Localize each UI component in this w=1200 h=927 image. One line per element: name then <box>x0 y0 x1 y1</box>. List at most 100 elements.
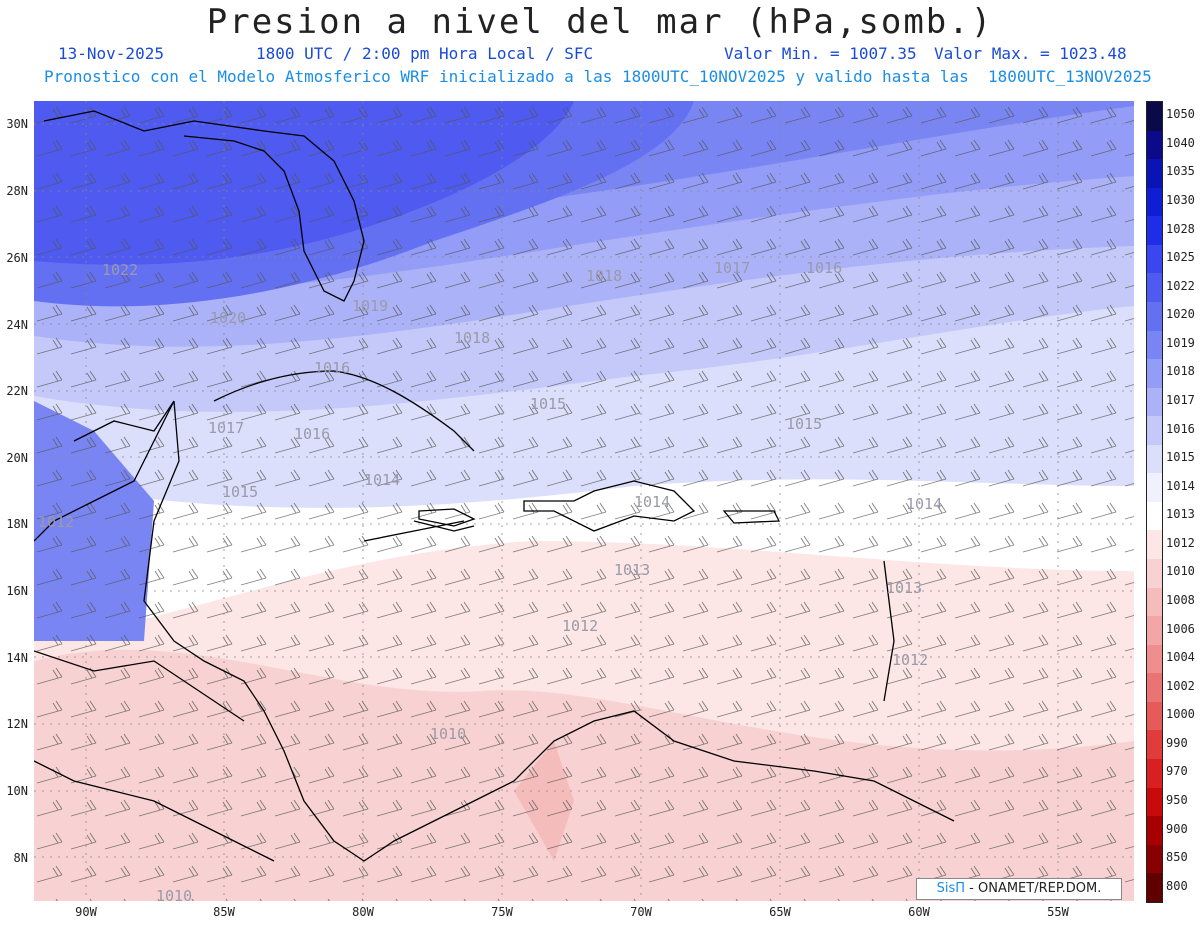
colorbar-segment <box>1147 359 1162 388</box>
contour-label: 1019 <box>352 297 388 315</box>
colorbar-label: 1035 <box>1166 164 1195 179</box>
contour-label: 1020 <box>210 309 246 327</box>
coastlines <box>34 110 955 862</box>
lon-label: 75W <box>491 905 513 919</box>
colorbar-label: 1016 <box>1166 421 1195 436</box>
contour-label: 1012 <box>38 513 74 531</box>
forecast-time: 1800 UTC / 2:00 pm Hora Local / SFC <box>256 44 594 63</box>
contour-label: 1014 <box>634 493 670 511</box>
colorbar-segment <box>1147 873 1162 902</box>
lat-label: 14N <box>6 651 28 665</box>
colorbar-label: 950 <box>1166 793 1188 807</box>
contour-label: 1016 <box>294 425 330 443</box>
colorbar-segment <box>1147 159 1162 188</box>
colorbar-segment <box>1147 587 1162 617</box>
colorbar-segment <box>1147 301 1162 331</box>
lon-label: 55W <box>1047 905 1069 919</box>
contour-label: 1010 <box>156 887 192 901</box>
map-canvas: 1022 1020 1019 1018 1018 1017 1017 1016 … <box>34 101 1134 901</box>
colorbar-segment <box>1147 330 1162 360</box>
colorbar-segment <box>1147 244 1162 274</box>
lat-label: 18N <box>6 517 28 531</box>
contour-label: 1022 <box>102 261 138 279</box>
colorbar-label: 1018 <box>1166 364 1195 379</box>
lon-label: 70W <box>630 905 652 919</box>
lon-label: 80W <box>352 905 374 919</box>
contour-label: 1016 <box>806 259 842 277</box>
colorbar-segment <box>1147 559 1162 588</box>
colorbar-segment <box>1147 816 1162 845</box>
colorbar-segment <box>1147 501 1162 531</box>
colorbar-label: 1022 <box>1166 278 1195 293</box>
contour-label: 1014 <box>906 495 942 513</box>
forecast-date: 13-Nov-2025 <box>58 44 164 63</box>
contour-label: 1015 <box>222 483 258 501</box>
colorbar-segment <box>1147 701 1162 731</box>
contour-label: 1015 <box>786 415 822 433</box>
credit-brand: SisΠ <box>936 881 966 896</box>
map-title: Presion a nivel del mar (hPa,somb.) <box>206 2 994 42</box>
contour-label: 1013 <box>614 561 650 579</box>
lon-label: 85W <box>213 905 235 919</box>
colorbar-segment <box>1147 387 1162 417</box>
lat-label: 28N <box>6 184 28 198</box>
colorbar-label: 1010 <box>1166 564 1195 579</box>
colorbar-segment <box>1147 473 1162 502</box>
contour-label: 1012 <box>562 617 598 635</box>
lat-lon-grid <box>34 101 1134 901</box>
colorbar-label: 1020 <box>1166 307 1195 322</box>
colorbar-label: 1050 <box>1166 107 1195 122</box>
lat-label: 30N <box>6 117 28 131</box>
colorbar-segment <box>1147 844 1162 874</box>
colorbar-segment <box>1147 530 1162 559</box>
contour-label: 1015 <box>530 395 566 413</box>
lat-label: 20N <box>6 451 28 465</box>
pressure-map: 1022 1020 1019 1018 1018 1017 1017 1016 … <box>34 101 1134 901</box>
colorbar-segment <box>1147 644 1162 674</box>
contour-label: 1016 <box>314 359 350 377</box>
colorbar-segment <box>1147 673 1162 702</box>
colorbar-label: 1006 <box>1166 621 1195 636</box>
colorbar-label: 1017 <box>1166 393 1195 407</box>
contour-label: 1012 <box>892 651 928 669</box>
pressure-colorbar <box>1146 101 1163 903</box>
colorbar-segment <box>1147 102 1162 131</box>
min-value: Valor Min. = 1007.35 <box>724 44 917 63</box>
contour-label: 1017 <box>714 259 750 277</box>
wind-barbs <box>34 101 1134 901</box>
colorbar-label: 1002 <box>1166 678 1195 693</box>
contour-label: 1014 <box>364 471 400 489</box>
colorbar-segment <box>1147 444 1162 474</box>
colorbar-segment <box>1147 416 1162 445</box>
colorbar-segment <box>1147 730 1162 759</box>
colorbar-label: 1013 <box>1166 507 1195 522</box>
colorbar-label: 900 <box>1166 821 1188 836</box>
lon-label: 90W <box>75 905 97 919</box>
colorbar-segment <box>1147 616 1162 645</box>
colorbar-label: 970 <box>1166 764 1188 779</box>
credit-org: - ONAMET/REP.DOM. <box>969 881 1102 896</box>
lat-label: 24N <box>6 318 28 332</box>
lat-label: 10N <box>6 784 28 798</box>
colorbar-segment <box>1147 130 1162 160</box>
lat-label: 16N <box>6 584 28 598</box>
colorbar-segment <box>1147 758 1162 788</box>
colorbar-segment <box>1147 273 1162 302</box>
colorbar-label: 1028 <box>1166 221 1195 236</box>
colorbar-label: 1000 <box>1166 707 1195 722</box>
credit-box: SisΠ - ONAMET/REP.DOM. <box>916 878 1122 900</box>
colorbar-segment <box>1147 787 1162 817</box>
lon-label: 65W <box>769 905 791 919</box>
colorbar-label: 1012 <box>1166 535 1195 550</box>
colorbar-segment <box>1147 187 1162 217</box>
colorbar-label: 1004 <box>1166 650 1195 665</box>
contour-labels: 1022 1020 1019 1018 1018 1017 1017 1016 … <box>38 259 942 901</box>
max-value: Valor Max. = 1023.48 <box>934 44 1127 63</box>
lat-label: 22N <box>6 384 28 398</box>
lat-label: 12N <box>6 717 28 731</box>
lon-label: 60W <box>908 905 930 919</box>
contour-label: 1018 <box>454 329 490 347</box>
colorbar-label: 1025 <box>1166 250 1195 265</box>
contour-label: 1013 <box>886 579 922 597</box>
colorbar-label: 1019 <box>1166 335 1195 350</box>
